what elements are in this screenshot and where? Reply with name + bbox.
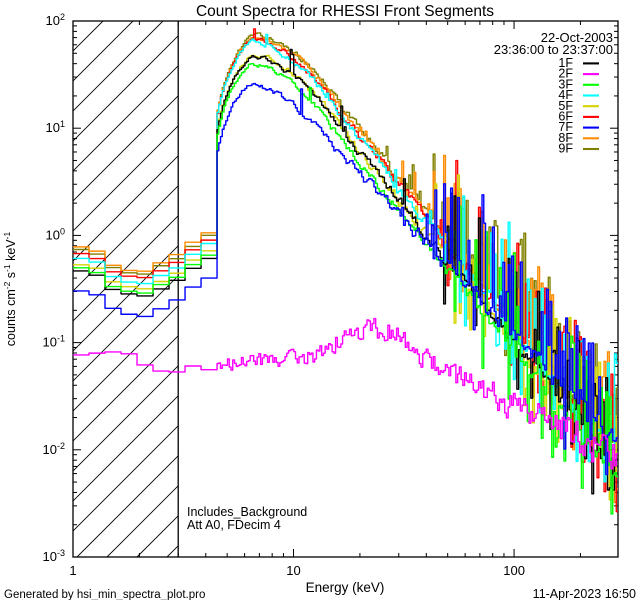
svg-text:Att A0, FDecim 4: Att A0, FDecim 4 bbox=[187, 518, 281, 532]
svg-text:9F: 9F bbox=[558, 142, 573, 156]
svg-text:Includes_Background: Includes_Background bbox=[187, 505, 307, 519]
svg-text:1: 1 bbox=[69, 563, 76, 578]
svg-text:Generated by hsi_min_spectra_p: Generated by hsi_min_spectra_plot.pro bbox=[4, 589, 205, 600]
svg-text:100: 100 bbox=[503, 563, 525, 578]
svg-text:10: 10 bbox=[286, 563, 300, 578]
svg-text:Energy (keV): Energy (keV) bbox=[306, 580, 385, 595]
svg-text:11-Apr-2023 16:50: 11-Apr-2023 16:50 bbox=[533, 587, 636, 600]
svg-text:Count Spectra for RHESSI Front: Count Spectra for RHESSI Front Segments bbox=[196, 3, 494, 20]
svg-text:23:36:00 to 23:37:00: 23:36:00 to 23:37:00 bbox=[494, 42, 613, 57]
